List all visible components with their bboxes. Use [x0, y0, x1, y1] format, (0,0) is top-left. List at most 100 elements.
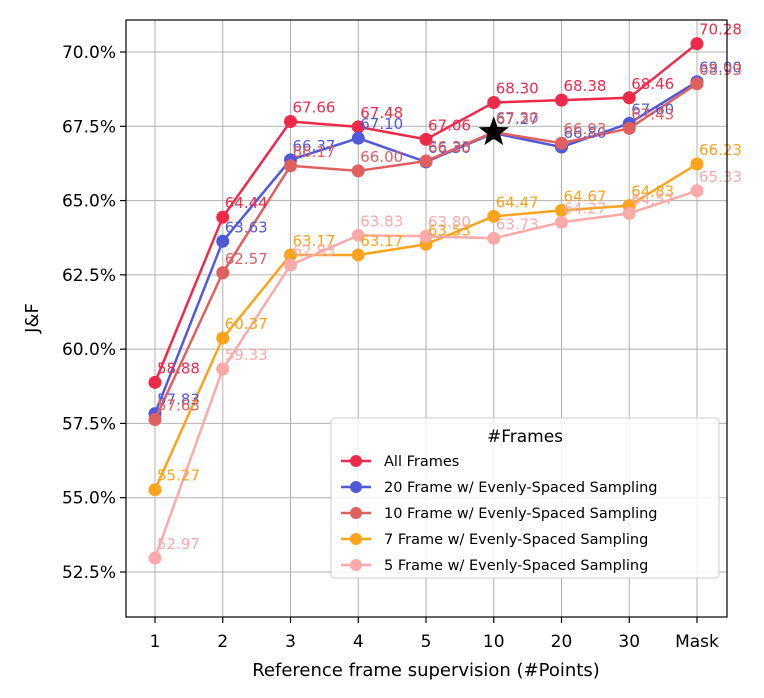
data-label: 63.83 — [360, 212, 403, 230]
y-tick-label: 52.5% — [62, 563, 116, 583]
data-label: 66.23 — [699, 141, 742, 159]
data-point — [487, 231, 501, 245]
data-label: 63.17 — [293, 232, 336, 250]
data-point — [419, 229, 433, 243]
data-point — [555, 136, 568, 150]
y-tick-label: 65.0% — [62, 192, 116, 212]
data-label: 64.67 — [564, 187, 607, 205]
data-label: 63.63 — [225, 218, 268, 236]
data-point — [351, 131, 365, 145]
legend-swatch-marker — [350, 507, 362, 519]
axis-ticks: 1 2 3 4 5 10 20 30 Mask 52.5% 55.0% 57.5% 60.0% 62.5%… — [62, 43, 719, 652]
data-label: 66.37 — [293, 137, 336, 155]
data-label: 64.57 — [631, 190, 674, 208]
data-label: 64.27 — [564, 199, 607, 217]
data-label: 68.38 — [564, 77, 607, 95]
data-label: 57.63 — [157, 397, 200, 415]
data-label: 57.83 — [157, 391, 200, 409]
data-labels: 58.88 64.44 67.66 67.48 67.06 68.30 68.38 68.46… — [157, 21, 742, 553]
data-point — [690, 37, 704, 51]
data-label: 60.37 — [225, 315, 268, 333]
data-label: 68.30 — [496, 80, 539, 98]
data-point — [216, 210, 230, 224]
y-tick-label: 67.5% — [62, 117, 116, 137]
data-point — [555, 93, 568, 107]
y-tick-label: 62.5% — [62, 266, 116, 286]
data-label: 66.30 — [428, 139, 471, 157]
y-tick-label: 55.0% — [62, 489, 116, 509]
data-label: 66.33 — [428, 138, 471, 156]
x-tick-label: 30 — [618, 632, 640, 652]
series-layer — [148, 37, 704, 565]
x-axis-label: Reference frame supervision (#Points) — [252, 660, 600, 681]
x-tick-label: 5 — [421, 632, 432, 652]
x-tick-label: 10 — [483, 632, 505, 652]
data-label: 67.43 — [631, 105, 674, 123]
data-point — [216, 362, 230, 376]
data-point — [148, 413, 162, 427]
y-tick-label: 60.0% — [62, 340, 116, 360]
x-tick-label: 2 — [217, 632, 228, 652]
data-label: 62.57 — [225, 250, 268, 268]
data-point — [690, 184, 704, 198]
x-tick-label: 3 — [285, 632, 296, 652]
data-point — [148, 375, 162, 389]
x-tick-label: 20 — [551, 632, 573, 652]
data-label: 59.33 — [225, 346, 268, 364]
data-point — [351, 120, 365, 134]
y-tick-label: 70.0% — [62, 43, 116, 63]
data-point — [216, 331, 230, 345]
x-tick-label: Mask — [675, 632, 719, 652]
data-label: 67.06 — [428, 116, 471, 134]
data-point — [690, 157, 704, 171]
data-point — [284, 248, 297, 262]
data-label: 68.93 — [699, 61, 742, 79]
data-label: 63.17 — [360, 232, 403, 250]
data-point — [555, 215, 568, 229]
data-point — [351, 248, 365, 262]
data-point — [622, 91, 636, 105]
data-label: 55.27 — [157, 467, 200, 485]
data-label: 66.00 — [360, 148, 403, 166]
data-point — [216, 266, 230, 280]
data-label: 67.60 — [631, 100, 674, 118]
data-label: 63.73 — [496, 215, 539, 233]
data-point — [351, 228, 365, 242]
data-point — [351, 164, 365, 178]
data-label: 67.66 — [293, 99, 336, 117]
data-point — [622, 206, 636, 220]
data-point — [284, 258, 297, 272]
data-point — [419, 132, 433, 146]
y-tick-label: 57.5% — [62, 414, 116, 434]
data-label: 66.80 — [564, 124, 607, 142]
data-label: 58.88 — [157, 359, 200, 377]
legend-entry: 7 Frame w/ Evenly-Spaced Sampling — [384, 532, 648, 548]
data-point — [690, 77, 704, 91]
star-marker — [478, 116, 509, 146]
data-point — [555, 203, 568, 217]
data-label: 67.10 — [360, 115, 403, 133]
data-point — [148, 483, 162, 497]
data-point — [622, 121, 636, 135]
legend: #Frames All Frames 20 Frame w/ Evenly-Spac… — [330, 417, 720, 579]
data-label: 67.48 — [360, 104, 403, 122]
legend-box — [330, 417, 720, 579]
data-label: 70.28 — [699, 21, 742, 39]
y-axis-label: J&F — [22, 303, 43, 334]
data-point — [487, 96, 501, 110]
x-tick-label: 1 — [150, 632, 161, 652]
data-point — [487, 209, 501, 223]
data-label: 64.47 — [496, 193, 539, 211]
data-label: 52.97 — [157, 535, 200, 553]
legend-entry: 20 Frame w/ Evenly-Spaced Sampling — [384, 480, 658, 496]
legend-swatch-marker — [350, 559, 362, 571]
legend-swatch-marker — [350, 533, 362, 545]
legend-entry: 10 Frame w/ Evenly-Spaced Sampling — [384, 506, 658, 522]
data-label: 65.33 — [699, 168, 742, 186]
data-label: 69.00 — [699, 59, 742, 77]
data-label: 63.80 — [428, 213, 471, 231]
data-point — [284, 115, 297, 129]
legend-swatch-marker — [350, 481, 362, 493]
legend-title: #Frames — [487, 427, 563, 447]
